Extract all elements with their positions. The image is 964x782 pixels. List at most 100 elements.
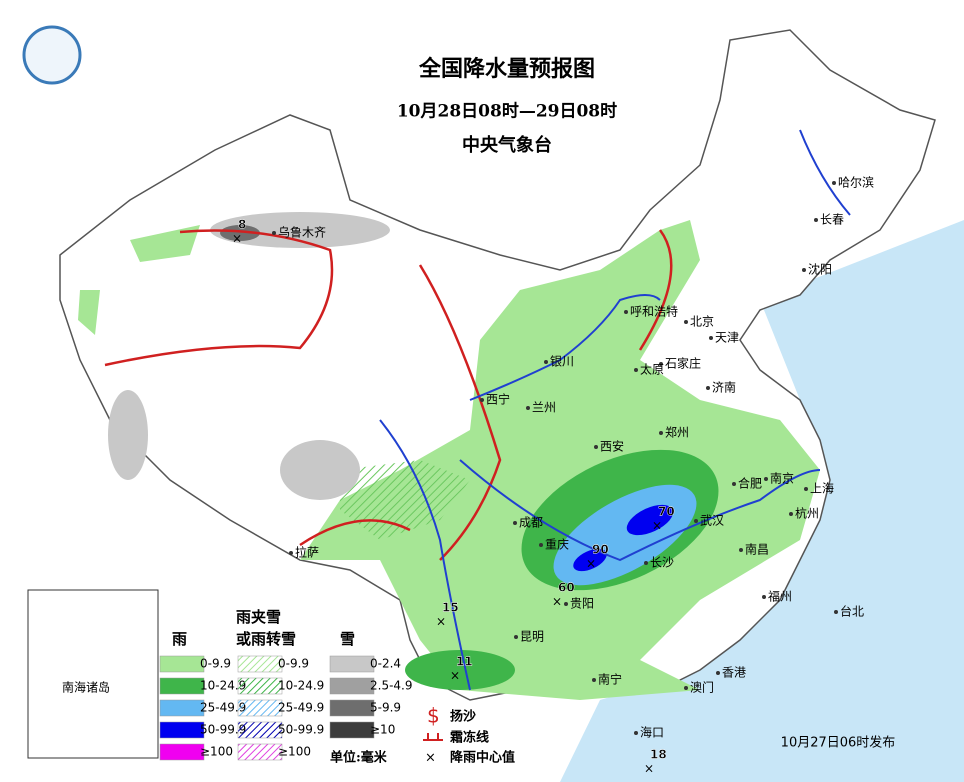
city-dot <box>732 482 736 486</box>
city-label: 台北 <box>840 604 864 619</box>
legend-label: 降雨中心值 <box>450 750 515 766</box>
city-dot <box>539 543 543 547</box>
city-label: 南昌 <box>745 542 769 557</box>
city-label: 南宁 <box>598 672 622 687</box>
city-label: 长春 <box>820 213 844 227</box>
city-dot <box>764 477 768 481</box>
legend-label: 单位:毫米 <box>330 750 388 766</box>
city-label: 澳门 <box>690 680 714 695</box>
city-label: 昆明 <box>520 630 544 644</box>
legend-label: 0-9.9 <box>278 657 309 671</box>
city-label: 西宁 <box>486 392 510 407</box>
inset-label: 南海诸岛 <box>62 680 110 695</box>
city-dot <box>272 231 276 235</box>
city-label: 福州 <box>768 589 792 604</box>
snow-moderate <box>220 225 260 241</box>
city-label: 北京 <box>690 315 714 329</box>
city-dot <box>644 561 648 565</box>
city-label: 杭州 <box>795 506 819 521</box>
snow-light <box>280 440 360 500</box>
city-label: 济南 <box>712 380 736 395</box>
legend-label: ≥100 <box>200 745 233 759</box>
logo <box>22 25 82 85</box>
legend-title: 雪 <box>340 630 355 648</box>
legend-label: 扬沙 <box>450 709 476 725</box>
legend-label: 25-49.9 <box>200 701 246 715</box>
city-dot <box>544 360 548 364</box>
title: 全国降水量预报图 <box>418 56 595 82</box>
city-label: 兰州 <box>532 401 556 415</box>
precip-center: 90 <box>592 543 609 557</box>
city-label: 香港 <box>722 666 746 680</box>
precip-center: 15 <box>442 601 459 615</box>
city-dot <box>659 431 663 435</box>
center-x: × <box>436 615 446 629</box>
legend-label: 5-9.9 <box>370 701 401 715</box>
city-dot <box>716 671 720 675</box>
legend-title: 雨夹雪 <box>236 608 281 626</box>
legend-swatch <box>329 699 375 717</box>
city-dot <box>624 310 628 314</box>
legend-swatch <box>237 655 283 673</box>
city-dot <box>289 551 293 555</box>
rain-light <box>300 220 820 700</box>
center-x: × <box>586 557 596 571</box>
legend-swatch <box>237 743 283 761</box>
frost-icon <box>423 733 443 741</box>
sea <box>560 220 964 782</box>
city-label: 拉萨 <box>295 545 319 560</box>
city-label: 海口 <box>640 725 664 740</box>
city-label: 武汉 <box>700 514 724 528</box>
legend-title: 雨 <box>172 630 187 648</box>
city-dot <box>514 635 518 639</box>
legend-label: 0-9.9 <box>200 657 231 671</box>
city-dot <box>564 602 568 606</box>
legend-title: 或雨转雪 <box>236 630 296 648</box>
city-dot <box>513 521 517 525</box>
city-label: 呼和浩特 <box>630 304 678 319</box>
sand-icon: $ <box>427 704 440 728</box>
city-dot <box>802 268 806 272</box>
city-label: 郑州 <box>665 425 689 440</box>
city-dot <box>739 548 743 552</box>
legend-label: 10-24.9 <box>278 679 324 693</box>
city-dot <box>804 487 808 491</box>
precip-center: 8 <box>238 218 246 232</box>
legend-label: 霜冻线 <box>449 730 489 746</box>
rain-storm <box>626 504 674 536</box>
legend-label: 0-2.4 <box>370 657 401 671</box>
legend-swatch <box>159 655 205 673</box>
frost-line <box>104 229 334 367</box>
city-dot <box>832 181 836 185</box>
center-x: × <box>232 232 242 246</box>
city-label: 沈阳 <box>808 262 832 277</box>
issued: 10月27日06时发布 <box>781 735 896 751</box>
city-dot <box>526 406 530 410</box>
city-label: 天津 <box>715 331 739 345</box>
precip-center: 60 <box>558 581 575 595</box>
legend-swatch <box>329 677 375 695</box>
legend-swatch <box>159 699 205 717</box>
city-label: 石家庄 <box>665 356 701 371</box>
center-x: × <box>652 519 662 533</box>
legend-swatch <box>329 655 375 673</box>
city-label: 太原 <box>640 362 664 377</box>
city-label: 银川 <box>550 355 574 369</box>
city-dot <box>814 218 818 222</box>
legend-swatch <box>237 699 283 717</box>
city-label: 哈尔滨 <box>838 175 874 190</box>
legend-label: 25-49.9 <box>278 701 324 715</box>
city-dot <box>634 368 638 372</box>
legend-label: 50-99.9 <box>200 723 246 737</box>
legend-swatch <box>159 743 205 761</box>
city-dot <box>762 595 766 599</box>
precip-center: 70 <box>658 505 675 519</box>
city-dot <box>480 398 484 402</box>
rain-light <box>78 225 200 335</box>
precip-center: 18 <box>650 748 667 762</box>
precip-center: 11 <box>456 655 473 669</box>
city-dot <box>694 519 698 523</box>
legend-swatch <box>159 721 205 739</box>
city-dot <box>834 610 838 614</box>
center-x: × <box>450 669 460 683</box>
